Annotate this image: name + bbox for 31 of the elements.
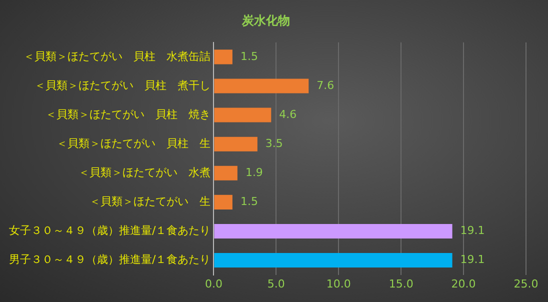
bar	[214, 108, 272, 122]
data-label: 3.5	[265, 136, 283, 150]
y-tick-label: 女子３０～４９（歳）推進量/１食あたり	[8, 224, 211, 238]
y-tick-label: ＜貝類＞ほたてがい 水煮	[78, 166, 211, 179]
data-label: 7.6	[316, 78, 334, 92]
y-tick-label: ＜貝類＞ほたてがい 貝柱 焼き	[46, 108, 211, 121]
bar	[214, 166, 238, 180]
bar	[214, 194, 232, 210]
data-label: 19.1	[460, 253, 485, 266]
data-label: 1.5	[240, 50, 258, 63]
x-tick-label: 15.0	[388, 277, 414, 290]
bar	[214, 253, 452, 268]
chart-title: 炭水化物	[241, 13, 290, 28]
x-tick-label: 0.0	[204, 277, 222, 290]
bar	[214, 136, 258, 152]
x-tick-label: 25.0	[514, 277, 538, 290]
x-tick-label: 5.0	[267, 277, 285, 290]
data-label: 1.9	[245, 166, 263, 179]
y-tick-label: ＜貝類＞ほたてがい 貝柱 生	[56, 136, 211, 150]
bar	[214, 50, 232, 64]
data-label: 4.6	[279, 108, 297, 121]
y-tick-label: ＜貝類＞ほたてがい 貝柱 水煮缶詰	[24, 50, 211, 63]
data-label: 19.1	[460, 224, 485, 238]
y-tick-label: ＜貝類＞ほたてがい 貝柱 煮干し	[34, 78, 211, 92]
y-tick-label: ＜貝類＞ほたてがい 生	[90, 195, 211, 208]
y-tick-label: 男子３０～４９（歳）推進量/１食あたり	[8, 253, 211, 266]
x-tick-label: 10.0	[326, 277, 351, 290]
bar	[214, 224, 452, 238]
x-tick-label: 20.0	[451, 277, 476, 290]
data-label: 1.5	[240, 195, 258, 208]
bar	[214, 78, 309, 94]
